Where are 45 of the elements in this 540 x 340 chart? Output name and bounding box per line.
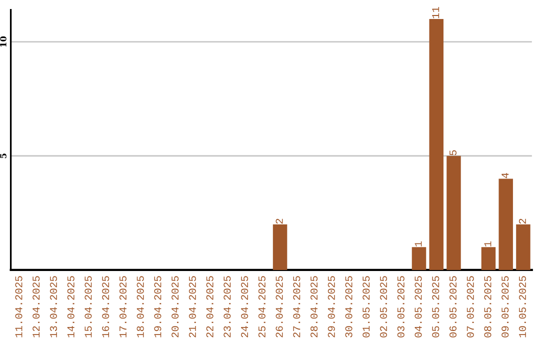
x-tick-label: 07.05.2025: [466, 276, 474, 338]
x-tick-label: 21.04.2025: [188, 276, 196, 338]
x-tick-label: 22.04.2025: [206, 276, 214, 338]
data-label: 5: [450, 150, 457, 156]
x-tick-label: 26.04.2025: [276, 276, 283, 338]
x-tick-label: 18.04.2025: [136, 276, 144, 338]
x-tick-label: 20.04.2025: [172, 276, 179, 338]
x-tick-label: 03.05.2025: [397, 276, 404, 338]
bar: [516, 224, 530, 270]
x-tick-label: 08.05.2025: [484, 276, 492, 338]
data-label: 2: [276, 218, 283, 224]
x-tick-label: 11.04.2025: [15, 276, 22, 338]
x-tick-label: 29.04.2025: [328, 276, 335, 338]
x-tick-label: 10.05.2025: [518, 276, 526, 338]
bar: [481, 247, 496, 270]
data-label: 2: [518, 218, 526, 224]
bar: [498, 178, 513, 270]
bar: [429, 18, 444, 270]
x-tick-label: 05.05.2025: [432, 276, 440, 338]
data-label: 4: [502, 172, 509, 178]
x-tick-label: 15.04.2025: [84, 276, 92, 338]
x-tick-label: 13.04.2025: [50, 276, 58, 338]
data-label: 1: [484, 241, 492, 246]
bar: [272, 224, 288, 270]
x-tick-label: 16.04.2025: [102, 276, 110, 338]
x-tick-label: 30.04.2025: [345, 276, 352, 338]
bar: [412, 247, 426, 270]
data-label: 11: [432, 6, 440, 18]
x-tick-label: 17.04.2025: [119, 276, 126, 338]
x-tick-label: 06.05.2025: [449, 276, 457, 338]
bar: [446, 156, 461, 270]
data-label: 1: [414, 241, 422, 246]
x-tick-label: 01.05.2025: [362, 276, 370, 338]
x-tick-label: 04.05.2025: [414, 276, 422, 338]
x-tick-label: 19.04.2025: [154, 276, 162, 338]
x-tick-label: 25.04.2025: [258, 276, 266, 338]
x-tick-label: 14.04.2025: [67, 276, 74, 338]
x-tick-label: 24.04.2025: [241, 276, 248, 338]
x-tick-label: 27.04.2025: [293, 276, 300, 338]
x-tick-label: 28.04.2025: [310, 276, 318, 338]
y-tick-label: 10: [0, 36, 6, 47]
x-tick-label: 02.05.2025: [380, 276, 388, 338]
x-tick-label: 09.05.2025: [502, 276, 509, 338]
x-tick-label: 23.04.2025: [224, 276, 231, 338]
x-tick-label: 12.04.2025: [32, 276, 40, 338]
